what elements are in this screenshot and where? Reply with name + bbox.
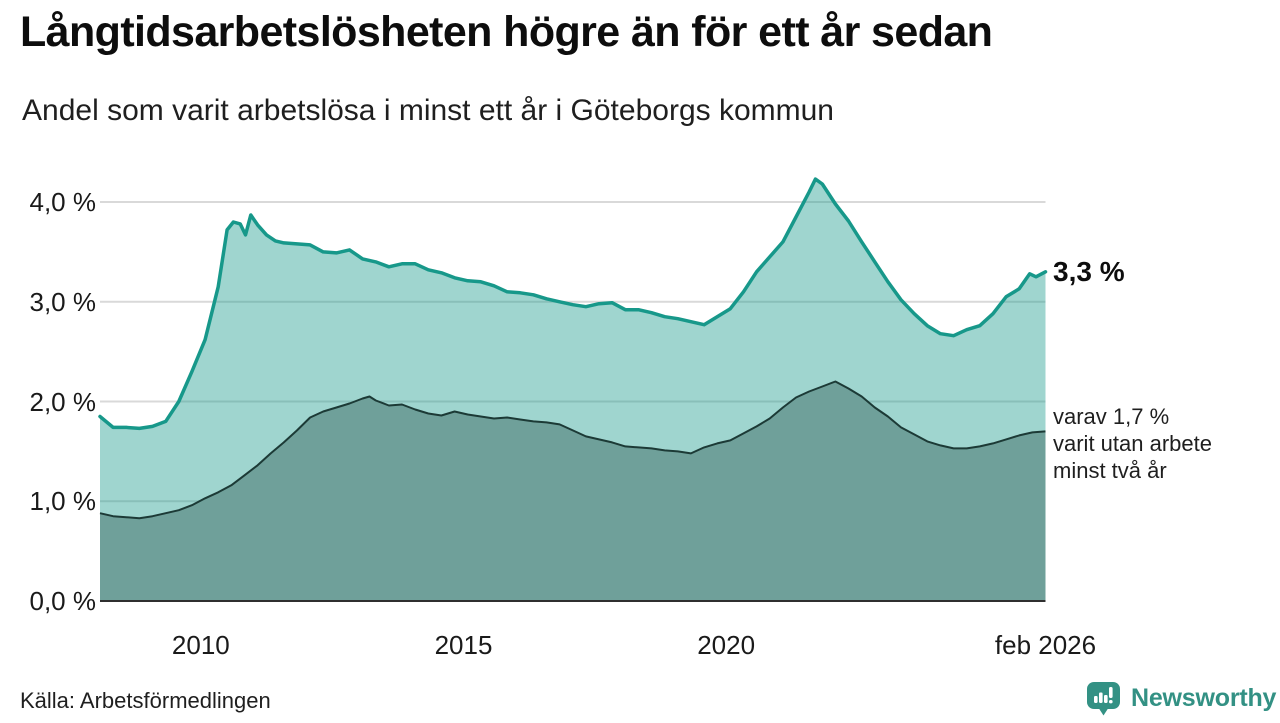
chart-title: Långtidsarbetslösheten högre än för ett … (20, 8, 993, 56)
y-tick-label: 4,0 % (29, 187, 97, 217)
end-label-line-1: varav 1,7 % (1053, 404, 1170, 430)
y-tick-label: 2,0 % (29, 386, 97, 417)
y-tick-label: 0,0 % (29, 586, 97, 616)
brand-logo: Newsworthy (1085, 680, 1276, 723)
end-label-line-3: minst två år (1053, 458, 1167, 484)
x-tick-label: feb 2026 (994, 630, 1097, 660)
brand-name: Newsworthy (1131, 684, 1277, 712)
source-attribution: Källa: Arbetsförmedlingen (20, 688, 271, 713)
y-tick-label: 1,0 % (29, 486, 97, 517)
end-label-line-2: varit utan arbete (1053, 431, 1212, 457)
chart-subtitle: Andel som varit arbetslösa i minst ett å… (22, 94, 834, 127)
series-end-label-one-year: 3,3 % (1053, 255, 1125, 287)
series-end-label-two-years: varav 1,7 % varit utan arbete minst två … (1053, 403, 1212, 484)
y-tick-label: 3,0 % (29, 286, 97, 317)
x-tick-label: 2015 (434, 630, 493, 660)
x-tick-label: 2020 (697, 630, 756, 660)
x-tick-label: 2010 (171, 630, 230, 660)
bar-chart-speech-bubble-icon (1085, 680, 1123, 723)
